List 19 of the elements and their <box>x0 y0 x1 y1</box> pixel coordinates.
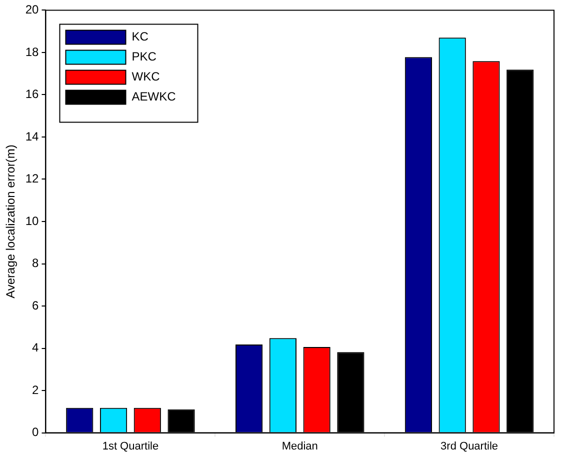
x-tick-label: Median <box>282 440 318 452</box>
y-tick-label: 0 <box>32 425 40 440</box>
legend-label: PKC <box>132 50 157 64</box>
y-tick-label: 12 <box>25 172 40 186</box>
y-tick-label: 10 <box>25 214 40 228</box>
y-tick-label: 16 <box>25 87 40 102</box>
y-tick-label: 2 <box>32 382 40 397</box>
legend-label: KC <box>132 30 149 44</box>
y-tick-label: 20 <box>25 2 40 17</box>
legend-label: WKC <box>132 70 160 84</box>
y-axis-title: Average localization error(m) <box>4 144 18 298</box>
y-tick-label: 8 <box>32 256 40 270</box>
x-tick-label: 1st Quartile <box>102 440 159 452</box>
y-tick-label: 4 <box>32 340 40 355</box>
x-tick-label: 3rd Quartile <box>440 440 498 452</box>
y-tick-label: 18 <box>25 44 40 59</box>
legend-label: AEWKC <box>132 90 176 104</box>
y-tick-label: 14 <box>25 129 40 144</box>
y-tick-label: 6 <box>32 298 40 312</box>
